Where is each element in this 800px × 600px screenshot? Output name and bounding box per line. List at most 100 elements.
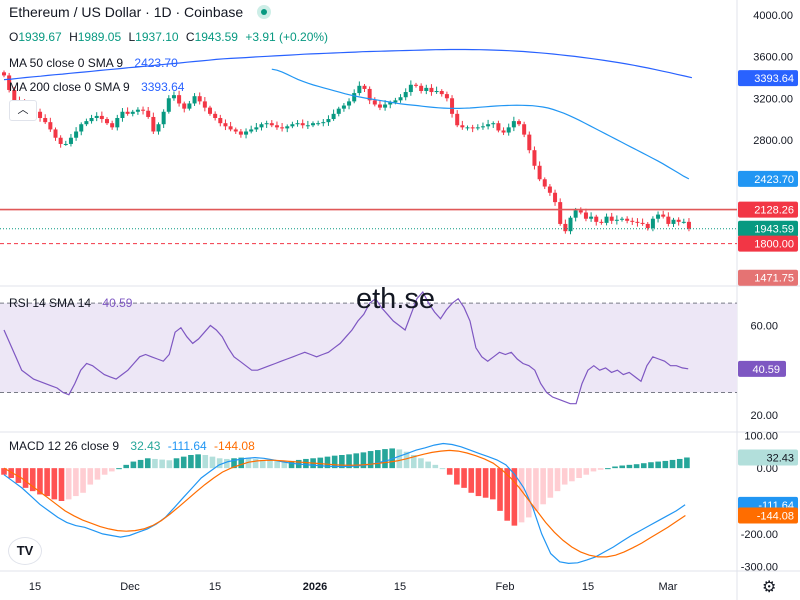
macd-histogram-bar — [482, 468, 489, 498]
macd-histogram-bar — [252, 458, 259, 469]
candle — [110, 123, 115, 128]
macd-histogram-bar — [202, 455, 209, 469]
symbol-title-text: Ethereum / US Dollar · 1D · Coinbase — [9, 4, 244, 20]
macd-signal-value: -144.08 — [214, 439, 255, 453]
candle — [274, 125, 279, 128]
macd-histogram-bar — [331, 455, 338, 469]
macd-histogram-bar — [317, 457, 324, 469]
price-label-text: 2423.70 — [754, 174, 794, 186]
macd-histogram-bar — [144, 458, 151, 469]
macd-histogram-bar — [65, 468, 72, 500]
market-open-icon — [257, 5, 272, 19]
macd-histogram-bar — [245, 458, 252, 469]
macd-histogram-bar — [533, 468, 539, 511]
macd-histogram-bar — [410, 455, 417, 469]
macd-histogram-bar — [109, 468, 115, 472]
candle — [542, 179, 547, 187]
macd-histogram-bar — [58, 468, 65, 501]
candle — [192, 96, 197, 104]
rsi-legend[interactable]: RSI 14 SMA 14 40.59 — [9, 296, 132, 310]
macd-histogram-bar — [303, 458, 309, 469]
candle — [372, 100, 377, 105]
candle — [2, 72, 6, 76]
candle — [506, 127, 511, 133]
candle — [336, 108, 341, 114]
candle — [625, 218, 630, 221]
candle — [419, 85, 424, 91]
candle — [614, 219, 619, 221]
ohlc-change-value: +3.91 (+0.20%) — [245, 30, 329, 44]
candle — [115, 118, 120, 128]
tradingview-logo-icon[interactable]: TV — [9, 538, 41, 564]
candle — [156, 124, 161, 132]
macd-histogram-bar — [367, 451, 374, 469]
macd-histogram-bar — [676, 458, 683, 469]
ma200-value: 3393.64 — [141, 80, 185, 94]
macd-histogram-bar — [490, 468, 496, 500]
watermark-text: eth.se — [356, 283, 435, 315]
candle — [455, 113, 460, 126]
candle — [43, 118, 48, 123]
price-label-text: 1800.00 — [754, 239, 794, 251]
gear-icon[interactable]: ⚙ — [762, 579, 777, 596]
time-tick-label: 15 — [29, 581, 41, 593]
price-label-badge — [738, 201, 798, 218]
macd-legend[interactable]: MACD 12 26 close 9 32.43 -111.64 -144.08 — [9, 439, 255, 453]
ohlc-high-value: 1989.05 — [77, 30, 122, 44]
time-axis[interactable]: 15 Dec 15 2026 15 Feb 15 Mar — [29, 581, 678, 593]
price-label-text: 3393.64 — [754, 73, 794, 85]
macd-signal-line — [3, 449, 686, 558]
macd-histogram-bar — [554, 468, 561, 492]
price-axis[interactable]: 4000.00 3600.00 3200.00 2800.00 3393.64 2423.… — [738, 10, 798, 574]
macd-histogram-bar — [159, 459, 165, 469]
ma200-label: MA 200 close 0 SMA 9 — [9, 80, 130, 94]
price-label-badge — [738, 220, 798, 237]
rsi-tick-label: 20.00 — [750, 410, 778, 422]
macd-histogram-bar — [648, 462, 654, 469]
macd-histogram-bar — [669, 459, 676, 469]
candle — [105, 119, 109, 124]
candle — [439, 91, 444, 95]
rsi-band — [0, 303, 737, 393]
candle — [79, 124, 84, 132]
ohlc-low-key: L — [128, 30, 136, 44]
candle — [244, 131, 249, 135]
candle — [594, 216, 599, 222]
candle — [645, 223, 650, 229]
candle — [254, 127, 259, 130]
macd-histogram-bar — [525, 468, 532, 518]
macd-histogram-bar — [51, 468, 58, 500]
candle — [470, 127, 475, 129]
price-tick-label: 3200.00 — [753, 93, 793, 105]
symbol-title[interactable]: Ethereum / US Dollar · 1D · Coinbase — [9, 4, 272, 20]
candle — [290, 124, 295, 127]
macd-histogram-bar — [29, 468, 36, 492]
macd-histogram-bar — [353, 453, 360, 469]
macd-histogram-bar — [569, 468, 575, 482]
candle — [285, 126, 290, 129]
candle — [460, 125, 465, 128]
candle — [640, 222, 645, 224]
macd-histogram-bar — [439, 468, 446, 470]
macd-tick-label: -300.00 — [741, 562, 778, 574]
legend-collapse-button[interactable]: ︿ — [9, 100, 37, 121]
time-tick-label: 15 — [582, 581, 594, 593]
candle — [171, 95, 176, 99]
macd-histogram-bar — [288, 460, 295, 469]
candle — [501, 130, 506, 133]
ma200-legend[interactable]: MA 200 close 0 SMA 9 3393.64 — [9, 80, 184, 94]
candle — [187, 103, 192, 109]
candle — [511, 121, 516, 128]
macd-histogram-bar — [166, 460, 173, 469]
macd-histogram-bar — [130, 461, 137, 469]
ma50-legend[interactable]: MA 50 close 0 SMA 9 2423.70 — [9, 56, 178, 70]
candle — [213, 113, 218, 118]
macd-histogram-bar — [87, 468, 94, 485]
candle — [146, 110, 151, 117]
macd-histogram-bar — [497, 468, 503, 511]
candle — [424, 87, 429, 91]
candle — [573, 210, 578, 218]
candle — [357, 85, 362, 94]
candle — [393, 100, 398, 103]
